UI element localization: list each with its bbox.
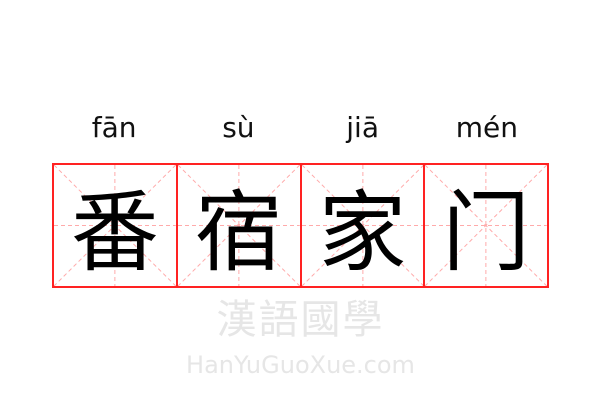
pinyin-2: sù — [222, 111, 255, 144]
character-cell: 门 — [425, 165, 547, 286]
pinyin-row: fān sù jiā mén — [52, 108, 549, 148]
pinyin-1: fān — [91, 111, 137, 144]
character-cell: 番 — [54, 165, 178, 286]
character-4: 门 — [442, 181, 531, 284]
guide-lines — [54, 165, 176, 286]
guide-lines — [425, 165, 547, 286]
guide-lines — [302, 165, 424, 286]
watermark: 漢語國學 HanYuGuoXue.com — [52, 296, 549, 396]
pinyin-3: jiā — [346, 111, 379, 144]
guide-lines — [178, 165, 300, 286]
watermark-chinese: 漢語國學 — [216, 297, 385, 343]
watermark-latin: HanYuGuoXue.com — [186, 351, 415, 379]
pinyin-4: mén — [455, 111, 518, 144]
character-1: 番 — [70, 181, 159, 284]
character-3: 家 — [318, 181, 407, 284]
character-cell: 宿 — [178, 165, 302, 286]
character-2: 宿 — [194, 181, 283, 284]
character-cell: 家 — [302, 165, 426, 286]
character-grid: 番 宿 家 门 — [52, 163, 549, 288]
